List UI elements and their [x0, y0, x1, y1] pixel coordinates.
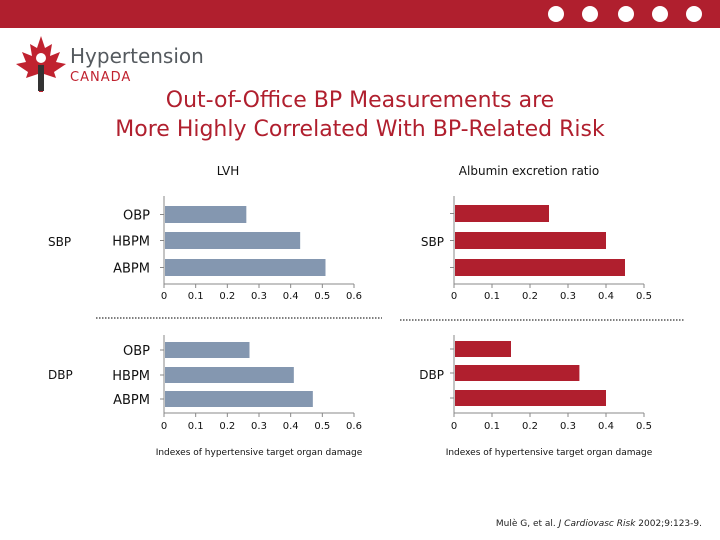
bar-abpm — [455, 259, 625, 276]
x-tick-label: 0.3 — [560, 291, 576, 302]
chart-title: LVH — [217, 164, 240, 178]
x-tick-label: 0.4 — [283, 421, 299, 432]
x-tick-label: 0.1 — [484, 291, 500, 302]
x-tick-label: 0.4 — [598, 291, 614, 302]
megaphone-icon[interactable] — [582, 6, 598, 22]
x-tick-label: 0.3 — [251, 291, 267, 302]
group-label-sbp: SBP — [48, 235, 71, 249]
x-tick-label: 0.2 — [522, 291, 538, 302]
bar-abpm — [455, 390, 606, 406]
x-tick-label: 0.3 — [560, 421, 576, 432]
pill-icon[interactable] — [652, 6, 668, 22]
x-tick-label: 0.1 — [188, 291, 204, 302]
stethoscope-icon[interactable] — [686, 6, 702, 22]
bar-obp — [165, 206, 247, 223]
bar-hbpm — [455, 232, 606, 249]
citation-authors: Mulè G, et al. — [495, 519, 556, 529]
bar-abpm — [165, 259, 326, 276]
citation-ref: 2002;9:123-9. — [638, 519, 702, 529]
x-tick-label: 0.2 — [522, 421, 538, 432]
x-tick-label: 0 — [161, 291, 167, 302]
x-tick-label: 0.5 — [314, 421, 330, 432]
logo-wordmark: Hypertension — [70, 44, 204, 68]
citation: Mulè G, et al. J Cardiovasc Risk 2002;9:… — [496, 519, 702, 529]
x-tick-label: 0.2 — [219, 291, 235, 302]
group-label-dbp: DBP — [48, 368, 73, 382]
slide-title-line2: More Highly Correlated With BP-Related R… — [115, 117, 605, 142]
hypertension-canada-logo[interactable]: Hypertension CANADA — [14, 34, 204, 98]
x-axis-title: Indexes of hypertensive target organ dam… — [156, 448, 363, 458]
logo-subtitle: CANADA — [70, 70, 132, 85]
group-label-sbp: SBP — [421, 235, 444, 249]
x-tick-label: 0 — [451, 291, 457, 302]
x-axis-title: Indexes of hypertensive target organ dam… — [446, 448, 653, 458]
category-label-abpm: ABPM — [113, 262, 150, 277]
category-label-hbpm: HBPM — [112, 235, 150, 250]
x-tick-label: 0.1 — [188, 421, 204, 432]
x-tick-label: 0.2 — [219, 421, 235, 432]
bar-abpm — [165, 391, 313, 407]
x-tick-label: 0.4 — [598, 421, 614, 432]
x-tick-label: 0 — [451, 421, 457, 432]
x-tick-label: 0.5 — [314, 291, 330, 302]
x-tick-label: 0 — [161, 421, 167, 432]
x-tick-label: 0.5 — [636, 421, 652, 432]
group-label-dbp: DBP — [419, 368, 444, 382]
x-tick-label: 0.6 — [346, 421, 362, 432]
bar-hbpm — [165, 367, 294, 383]
citation-journal: J Cardiovasc Risk — [558, 519, 636, 529]
x-tick-label: 0.1 — [484, 421, 500, 432]
bar-obp — [455, 205, 549, 222]
bar-hbpm — [165, 232, 301, 249]
category-label-obp: OBP — [123, 344, 150, 359]
x-tick-label: 0.5 — [636, 291, 652, 302]
x-tick-label: 0.6 — [346, 291, 362, 302]
x-tick-label: 0.4 — [283, 291, 299, 302]
maple-leaf-icon — [16, 36, 66, 92]
bar-obp — [165, 342, 250, 358]
category-label-abpm: ABPM — [113, 393, 150, 408]
microscope-icon[interactable] — [618, 6, 634, 22]
apple-icon[interactable] — [548, 6, 564, 22]
category-label-obp: OBP — [123, 209, 150, 224]
x-tick-label: 0.3 — [251, 421, 267, 432]
chart-title: Albumin excretion ratio — [459, 164, 599, 178]
bar-obp — [455, 341, 511, 357]
category-label-hbpm: HBPM — [112, 369, 150, 384]
slide-title: Out-of-Office BP Measurements are More H… — [0, 86, 720, 144]
bar-hbpm — [455, 365, 580, 381]
top-bar — [0, 0, 720, 28]
slide-title-line1: Out-of-Office BP Measurements are — [165, 88, 555, 113]
